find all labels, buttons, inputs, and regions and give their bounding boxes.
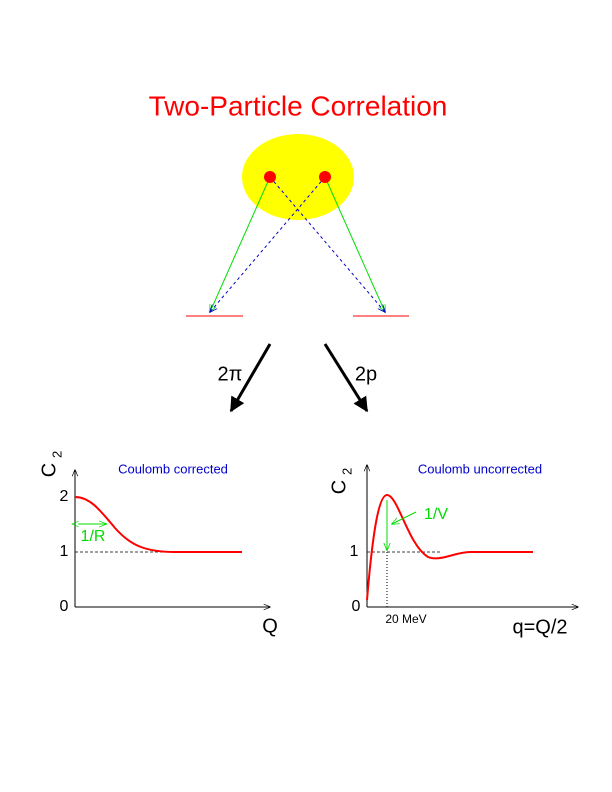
left-plot: 1/R 2 1 0 Coulomb corrected Q C 2 — [38, 451, 278, 638]
particle — [264, 171, 276, 183]
pointer — [392, 511, 417, 524]
particle — [319, 171, 331, 183]
tick-label: 0 — [352, 598, 361, 615]
curve — [366, 493, 533, 601]
x-label: q=Q/2 — [512, 616, 567, 638]
arrow-label: 2p — [355, 363, 377, 385]
title: Two-Particle Correlation — [149, 90, 448, 121]
tick-label: 1 — [350, 543, 359, 560]
x-label: Q — [262, 615, 278, 637]
right-plot: 1/V 1 0 20 MeV Coulomb uncorrected q=Q/2… — [328, 461, 578, 638]
width-label: 1/R — [81, 528, 106, 545]
path — [210, 176, 271, 312]
height-label: 1/V — [424, 506, 448, 523]
tick-label: 0 — [60, 598, 69, 615]
tick-label: 1 — [60, 543, 69, 560]
y-label: C — [38, 463, 60, 477]
caption: Coulomb uncorrected — [418, 461, 542, 476]
arrow — [323, 343, 369, 413]
source-diagram — [186, 134, 409, 317]
path — [324, 176, 385, 312]
curve — [74, 496, 242, 553]
y-label-subscript: 2 — [49, 451, 64, 458]
source — [242, 134, 354, 220]
y-label: C — [328, 480, 350, 494]
y-label-subscript: 2 — [339, 468, 354, 475]
caption: Coulomb corrected — [118, 461, 228, 476]
arrow — [229, 343, 272, 413]
arrow-label: 2π — [218, 363, 243, 385]
marker-label: 20 MeV — [385, 612, 426, 626]
tick-label: 2 — [60, 488, 69, 505]
